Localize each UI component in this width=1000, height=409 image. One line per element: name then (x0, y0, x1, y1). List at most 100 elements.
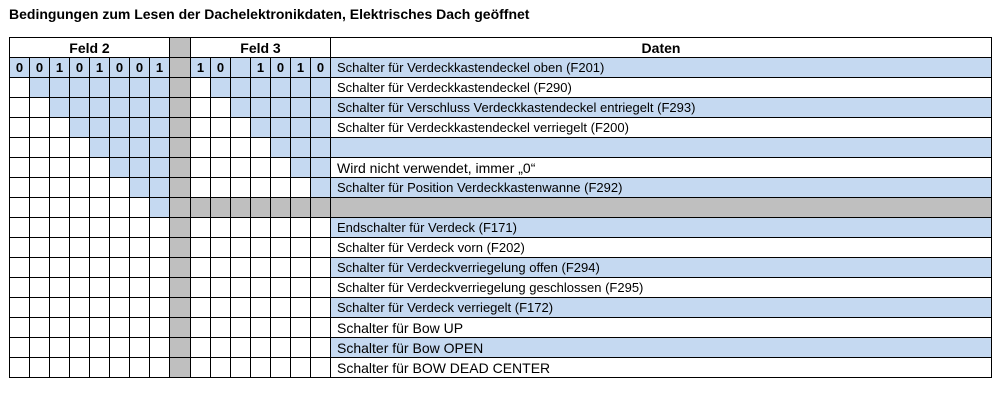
feld3-bit-cell (210, 77, 231, 98)
feld3-bit-cell (250, 77, 271, 98)
feld2-bit-cell (29, 317, 50, 338)
feld2-bit-cell (29, 357, 50, 378)
table-row: Wird nicht verwendet, immer „0“ (9, 157, 992, 178)
separator-cell (169, 217, 191, 238)
feld3-bit-cell (190, 157, 211, 178)
feld2-bit-cell (29, 297, 50, 318)
daten-cell: Schalter für Bow UP (330, 317, 992, 338)
feld3-bit-cell (290, 77, 311, 98)
feld2-bit-cell (49, 297, 70, 318)
feld3-bit-cell (190, 97, 211, 118)
feld3-bit-cell (230, 317, 251, 338)
feld3-bit-cell (290, 317, 311, 338)
table-row: Schalter für Verdeckverriegelung offen (… (9, 257, 992, 278)
feld3-bit-cell: 1 (190, 57, 211, 78)
feld3-bit-cell (190, 337, 211, 358)
feld3-bit-cell (270, 157, 291, 178)
separator-cell (169, 97, 191, 118)
feld3-bit-cell (250, 257, 271, 278)
feld2-bit-cell (129, 337, 150, 358)
feld2-bit-cell (89, 157, 110, 178)
feld3-bit-cell (210, 337, 231, 358)
feld3-bit-cell (310, 237, 331, 258)
feld2-bit-cell (69, 277, 90, 298)
separator-cell (169, 117, 191, 138)
daten-cell: Schalter für Verdeckverriegelung offen (… (330, 257, 992, 278)
feld3-bit-cell (210, 317, 231, 338)
feld3-bit-cell (310, 277, 331, 298)
feld3-bit-cell (230, 97, 251, 118)
feld2-bit-cell (149, 177, 170, 198)
daten-cell: Schalter für Verdeckkastendeckel (F290) (330, 77, 992, 98)
feld2-bit-cell (129, 157, 150, 178)
feld3-bit-cell (270, 97, 291, 118)
feld3-bit-cell (190, 237, 211, 258)
feld2-bit-cell (149, 237, 170, 258)
feld2-bit-cell (29, 97, 50, 118)
feld3-bit-cell (210, 157, 231, 178)
table-row (9, 137, 992, 158)
feld2-bit-cell (89, 337, 110, 358)
feld2-bit-cell (69, 197, 90, 218)
daten-cell: Schalter für Verdeckkastendeckel oben (F… (330, 57, 992, 78)
feld3-bit-cell (290, 217, 311, 238)
feld3-bit-cell: 0 (310, 57, 331, 78)
feld2-bit-cell (69, 157, 90, 178)
feld3-bit-cell (210, 117, 231, 138)
feld3-bit-cell: 0 (270, 57, 291, 78)
feld2-bit-cell (9, 117, 30, 138)
feld3-bit-cell (190, 137, 211, 158)
feld3-bit-cell (290, 177, 311, 198)
feld3-bit-cell (270, 297, 291, 318)
feld3-bit-cell (210, 97, 231, 118)
feld3-bit-cell (270, 357, 291, 378)
feld3-bit-cell (250, 217, 271, 238)
feld2-bit-cell (69, 97, 90, 118)
feld2-bit-cell (109, 77, 130, 98)
separator-cell (169, 137, 191, 158)
feld2-bit-cell (49, 237, 70, 258)
daten-cell: Schalter für Verdeck verriegelt (F172) (330, 297, 992, 318)
feld2-bit-cell (149, 297, 170, 318)
feld3-bit-cell (210, 257, 231, 278)
feld3-bit-cell (310, 197, 331, 218)
feld2-bit-cell (109, 217, 130, 238)
daten-cell: Schalter für Verschluss Verdeckkastendec… (330, 97, 992, 118)
feld2-bit-cell (89, 277, 110, 298)
feld2-bit-cell (49, 317, 70, 338)
feld2-bit-cell (109, 197, 130, 218)
feld2-bit-cell (109, 297, 130, 318)
feld2-bit-cell (109, 257, 130, 278)
feld3-bit-cell (190, 197, 211, 218)
feld3-bit-cell (230, 117, 251, 138)
feld3-bit-cell (230, 297, 251, 318)
feld2-bit-cell (129, 117, 150, 138)
feld2-bit-cell (129, 237, 150, 258)
feld3-bit-cell (230, 257, 251, 278)
table-row: Schalter für Verschluss Verdeckkastendec… (9, 97, 992, 118)
feld2-bit-cell (9, 157, 30, 178)
feld3-bit-cell (310, 137, 331, 158)
feld2-bit-cell (129, 357, 150, 378)
feld2-bit-cell: 1 (89, 57, 110, 78)
header-feld-2: Feld 2 (9, 37, 170, 58)
feld3-bit-cell (310, 257, 331, 278)
feld2-bit-cell (49, 97, 70, 118)
feld2-bit-cell (109, 157, 130, 178)
feld2-bit-cell (129, 277, 150, 298)
header-daten: Daten (330, 37, 992, 58)
feld2-bit-cell (69, 257, 90, 278)
feld3-bit-cell (190, 117, 211, 138)
daten-cell: Schalter für Bow OPEN (330, 337, 992, 358)
feld2-bit-cell (89, 317, 110, 338)
feld2-bit-cell (89, 117, 110, 138)
feld2-bit-cell: 0 (9, 57, 30, 78)
feld2-bit-cell (29, 137, 50, 158)
feld2-bit-cell (149, 77, 170, 98)
feld3-bit-cell (290, 137, 311, 158)
feld3-bit-cell (250, 97, 271, 118)
table-row (9, 197, 992, 218)
feld2-bit-cell (49, 117, 70, 138)
feld2-bit-cell (29, 337, 50, 358)
feld3-bit-cell (190, 177, 211, 198)
